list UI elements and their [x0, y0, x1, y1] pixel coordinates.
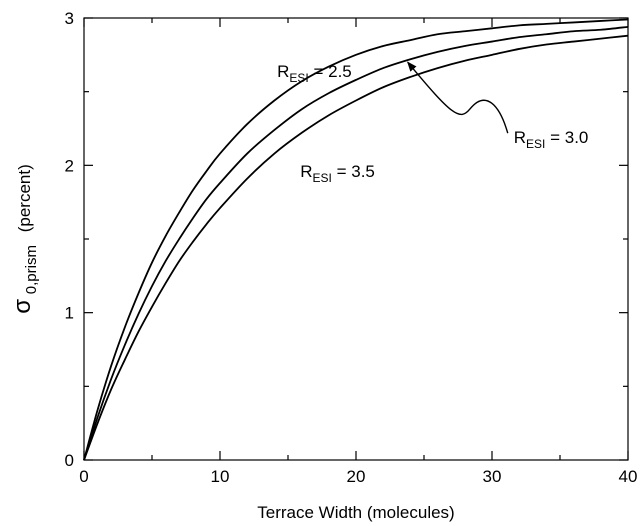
series-label-value: = 2.5: [309, 62, 352, 81]
y-axis-label-subscript: 0,prism: [23, 245, 40, 294]
series-label-subscript: ESI: [313, 171, 332, 185]
plot-frame: [83, 17, 629, 461]
series-label-prefix: R: [277, 62, 289, 81]
series-group: [83, 18, 629, 461]
series-label-prefix: R: [514, 128, 526, 147]
series-label-value: = 3.0: [545, 128, 588, 147]
y-axis-label-suffix: (percent): [15, 164, 34, 232]
x-tick-label: 20: [347, 467, 366, 486]
series-label-subscript: ESI: [526, 137, 545, 151]
y-axis-label-symbol: σ: [9, 299, 36, 314]
y-tick-label: 3: [65, 9, 74, 28]
axis-ticks: 0 10 20 30 40 0 1 2 3: [65, 9, 638, 486]
series-label-value: = 3.5: [332, 162, 375, 181]
annotation-arrow: [407, 61, 509, 134]
x-tick-label: 10: [211, 467, 230, 486]
series-line-2: [83, 25, 629, 461]
series-label-3: RESI = 3.5: [300, 162, 375, 185]
x-tick-label: 30: [483, 467, 502, 486]
series-label-subscript: ESI: [289, 71, 308, 85]
y-axis-label: σ 0,prism (percent): [9, 164, 40, 314]
x-tick-label: 40: [619, 467, 638, 486]
y-tick-label: 1: [65, 304, 74, 323]
series-label-1: RESI = 2.5: [277, 62, 352, 85]
x-tick-label: 0: [79, 467, 88, 486]
series-line-1: [83, 18, 629, 461]
x-axis-label: Terrace Width (molecules): [257, 503, 454, 522]
y-tick-label: 0: [65, 451, 74, 470]
series-label-2: RESI = 3.0: [514, 128, 589, 151]
series-label-prefix: R: [300, 162, 312, 181]
y-tick-label: 2: [65, 156, 74, 175]
series-line-3: [83, 34, 629, 461]
